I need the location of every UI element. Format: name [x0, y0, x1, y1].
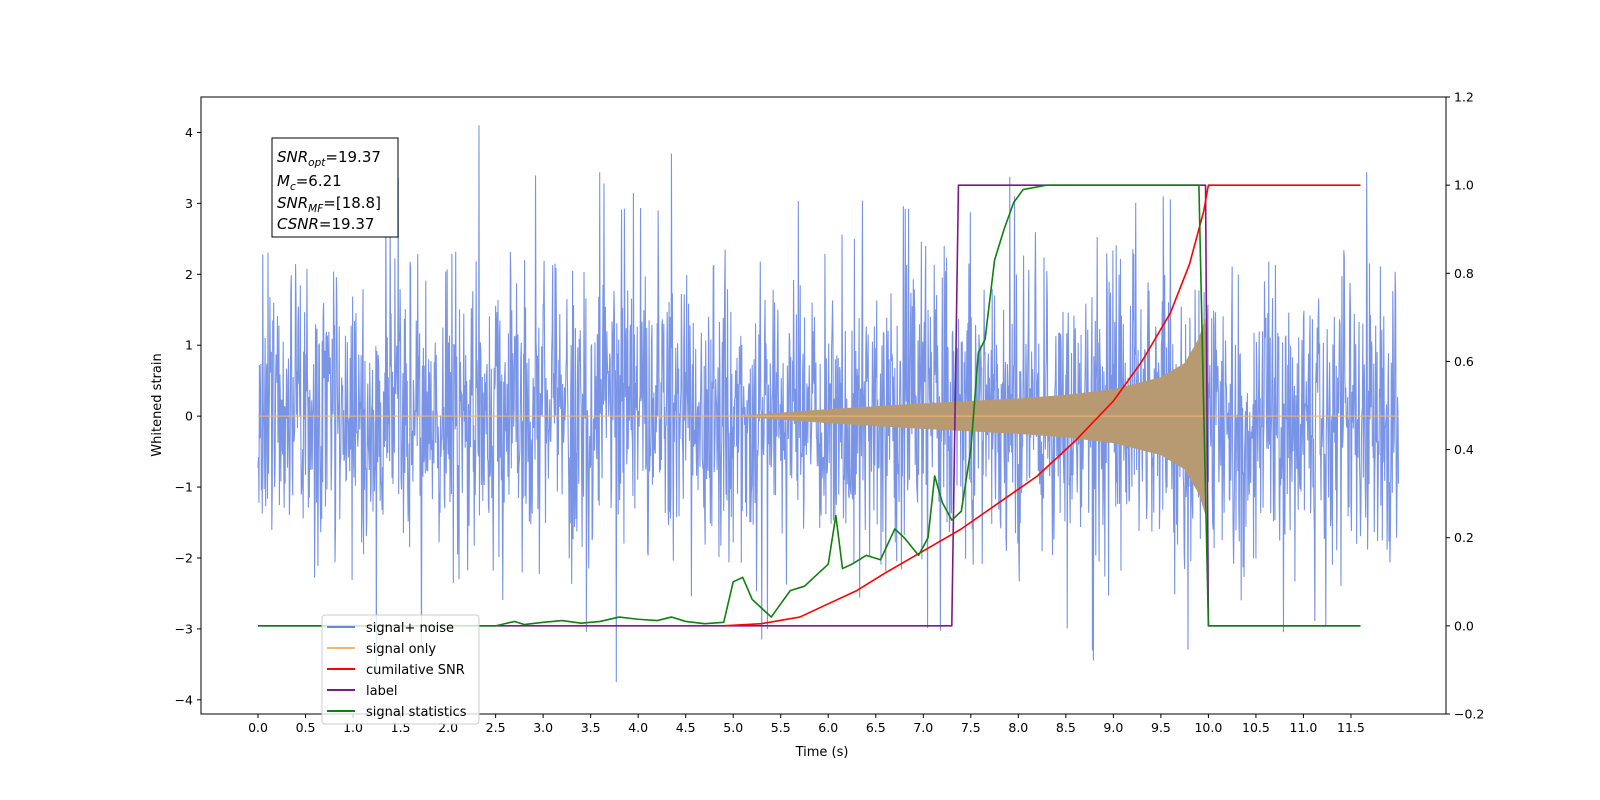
- x-tick-label: 8.0: [1008, 720, 1028, 735]
- series-signal-noise: [257, 125, 1400, 686]
- legend-label-signal-noise: signal+ noise: [366, 621, 454, 636]
- x-tick-label: 5.0: [723, 720, 743, 735]
- x-axis-title: Time (s): [795, 745, 849, 760]
- annotation-frame: [271, 137, 399, 238]
- legend-frame: [321, 614, 480, 725]
- signal-noise-layer: [257, 125, 1400, 686]
- annotation-line-csnr: CSNR=19.37: [277, 215, 374, 233]
- annotation-line-mc: Mc=6.21: [277, 172, 342, 193]
- y-tick-label: −2: [175, 550, 193, 565]
- legend-label-signal-statistics: signal statistics: [366, 705, 467, 720]
- series-cumilative-snr: [723, 184, 1361, 627]
- x-tick-label: 11.0: [1290, 720, 1318, 735]
- y-tick-label: −4: [175, 692, 193, 707]
- x-tick-label: 9.0: [1103, 720, 1123, 735]
- legend-label-cumilative-snr: cumilative SNR: [366, 663, 465, 678]
- y2-tick-label: 0.0: [1454, 618, 1474, 633]
- x-tick-label: 10.0: [1194, 720, 1222, 735]
- x-tick-label: 3.5: [581, 720, 601, 735]
- x-tick-label: 5.5: [771, 720, 791, 735]
- annotation-box: SNRopt=19.37 Mc=6.21 SNRMF=[18.8] CSNR=1…: [271, 137, 399, 238]
- y-tick-label: 2: [185, 267, 193, 282]
- axes-layer: 0.0 0.5 1.0 1.5 2.0 2.5 3.0 3.5 4.0 4.5 5.0 5.5 6.0 6…: [175, 90, 1485, 736]
- y-axis-title: Whitened strain: [150, 353, 165, 456]
- y2-tick-label: 0.8: [1454, 266, 1474, 281]
- legend-label-label: label: [366, 684, 397, 699]
- x-tick-label: 2.5: [486, 720, 506, 735]
- series-layer: [258, 184, 1361, 627]
- x-tick-label: 7.0: [913, 720, 933, 735]
- annotation-line-snr-mf: SNRMF=[18.8]: [277, 194, 381, 215]
- x-tick-label: 11.5: [1337, 720, 1365, 735]
- annotation-line-snr-opt: SNRopt=19.37: [277, 148, 381, 169]
- y-tick-label: 1: [185, 338, 193, 353]
- x-tick-label: 10.5: [1242, 720, 1270, 735]
- x-tick-label: 4.0: [628, 720, 648, 735]
- x-tick-label: 9.5: [1151, 720, 1171, 735]
- y2-tick-label: 1.2: [1454, 90, 1474, 105]
- y2-tick-label: 0.6: [1454, 354, 1474, 369]
- y-tick-label: 3: [185, 196, 193, 211]
- x-tick-label: 8.5: [1056, 720, 1076, 735]
- x-tick-label: 3.0: [533, 720, 553, 735]
- x-tick-label: 7.5: [961, 720, 981, 735]
- plot-frame: [200, 96, 1447, 715]
- y-tick-label: 4: [185, 125, 193, 140]
- x-tick-label: 0.0: [248, 720, 268, 735]
- y2-tick-label: 0.2: [1454, 530, 1474, 545]
- x-tick-label: 6.0: [818, 720, 838, 735]
- legend: signal+ noise signal only cumilative SNR…: [321, 614, 480, 725]
- x-tick-label: 0.5: [296, 720, 316, 735]
- x-tick-label: 4.5: [676, 720, 696, 735]
- y2-tick-label: −0.2: [1454, 707, 1484, 722]
- series-signal-statistics: [258, 184, 1361, 627]
- legend-label-signal-only: signal only: [366, 642, 436, 657]
- y-tick-label: −1: [175, 480, 193, 495]
- y-tick-label: 0: [185, 409, 193, 424]
- y-tick-label: −3: [175, 621, 193, 636]
- y2-tick-label: 0.4: [1454, 442, 1474, 457]
- x-tick-label: 6.5: [866, 720, 886, 735]
- y2-tick-label: 1.0: [1454, 178, 1474, 193]
- signal-only-layer: [258, 318, 1399, 514]
